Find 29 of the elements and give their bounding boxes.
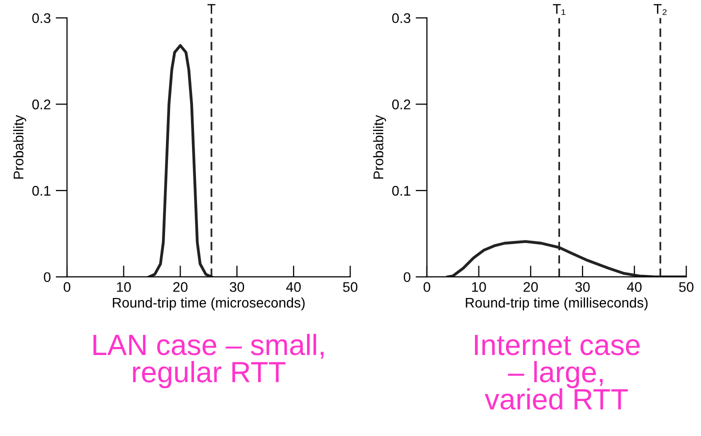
x-tick-label: 40 [286,282,301,292]
y-axis-title: Probability [373,114,386,179]
x-tick-label: 20 [524,282,538,292]
y-tick-label: 0.2 [32,100,50,110]
x-tick-label: 50 [343,282,358,292]
y-tick-label: 0 [404,272,410,282]
x-tick-label: 30 [230,282,244,292]
text: Internet case – large, varied RTT [474,334,640,410]
x-tick-label: 20 [173,282,188,292]
x-tick-label: 40 [627,282,642,292]
y-tick-label: 0.3 [392,13,410,24]
x-tick-label: 10 [472,282,486,292]
x-axis-title: Round-trip time (milliseconds) [466,297,648,310]
x-tick-label: 30 [575,282,590,292]
text: LAN case – small, regular RTT [93,334,324,388]
ref-line-label: T₂ [654,4,667,15]
y-axis-title: Probability [13,114,26,179]
ref-line-label: T [208,4,216,14]
y-tick-label: 0.3 [32,13,50,24]
y-tick-label: 0 [44,272,50,282]
x-tick-label: 0 [424,282,430,292]
x-tick-label: 0 [64,282,70,292]
y-tick-label: 0.2 [392,100,410,110]
y-tick-label: 0.1 [392,186,410,196]
y-tick-label: 0.1 [32,186,50,196]
x-tick-label: 10 [116,282,131,292]
x-tick-label: 50 [679,282,694,292]
ref-line-label: T₁ [552,4,566,15]
x-axis-title: Round-trip time (microseconds) [112,297,305,310]
